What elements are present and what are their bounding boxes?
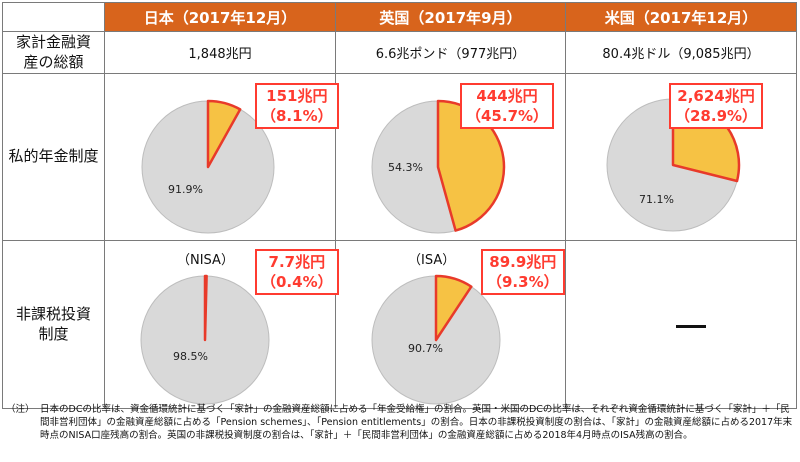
pie-chart-pension-us: 71.1% 2,624兆円 （28.9%） bbox=[566, 74, 796, 240]
pie-svg: 90.7% bbox=[371, 274, 501, 404]
header-us: 米国（2017年12月） bbox=[565, 2, 797, 32]
pie-chart-taxexempt-japan: 98.5% 7.7兆円 （0.4%） （NISA） bbox=[105, 241, 339, 408]
pie-remainder-label: 98.5% bbox=[173, 350, 208, 363]
callout-amount: 89.9兆円 bbox=[489, 252, 557, 271]
callout-amount: 7.7兆円 bbox=[268, 252, 326, 271]
pie-slice-highlight bbox=[434, 274, 473, 341]
pie-svg: 54.3% bbox=[371, 99, 506, 233]
row-label-private-pension: 私的年金制度 bbox=[2, 72, 105, 241]
pie-chart-pension-uk: 54.3% 444兆円 （45.7%） bbox=[336, 74, 565, 240]
scheme-label: （NISA） bbox=[177, 252, 234, 268]
pie-svg: 91.9% bbox=[141, 99, 275, 233]
pie-remainder-label: 71.1% bbox=[639, 193, 674, 206]
row-label-total-assets-text: 家計金融資産の総額 bbox=[15, 33, 91, 72]
header-uk: 英国（2017年9月） bbox=[335, 2, 566, 32]
scheme-label: （ISA） bbox=[408, 252, 456, 268]
footnote: （注） 日本のDCの比率は、資金循環統計に基づく「家計」の金融資産総額に占める「… bbox=[6, 403, 794, 442]
pie-callout: 444兆円 （45.7%） bbox=[460, 82, 555, 129]
row-label-tax-exempt: 非課税投資制度 bbox=[2, 239, 105, 409]
not-applicable-dash bbox=[676, 324, 706, 328]
header-japan: 日本（2017年12月） bbox=[104, 2, 336, 32]
pie-slice-highlight bbox=[206, 99, 242, 168]
callout-amount: 444兆円 bbox=[476, 86, 538, 105]
cell-pension-japan: 91.9% 151兆円 （8.1%） bbox=[104, 72, 339, 241]
pie-slice-highlight bbox=[203, 274, 208, 341]
corner-cell bbox=[2, 2, 105, 32]
callout-percent: （28.9%） bbox=[675, 106, 758, 125]
pie-chart-taxexempt-uk: 90.7% 89.9兆円 （9.3%） （ISA） bbox=[336, 241, 565, 408]
total-japan: 1,848兆円 bbox=[104, 31, 336, 74]
footnote-mark: （注） bbox=[6, 404, 35, 415]
pie-remainder-label: 90.7% bbox=[408, 342, 443, 355]
pie-chart-pension-japan: 91.9% 151兆円 （8.1%） bbox=[105, 74, 339, 240]
callout-percent: （9.3%） bbox=[487, 272, 559, 291]
pie-callout: 7.7兆円 （0.4%） bbox=[255, 248, 339, 295]
total-us: 80.4兆ドル（9,085兆円） bbox=[565, 31, 797, 74]
callout-amount: 151兆円 bbox=[266, 86, 328, 105]
callout-percent: （0.4%） bbox=[261, 272, 333, 291]
row-label-total-assets: 家計金融資産の総額 bbox=[2, 31, 105, 74]
pie-callout: 151兆円 （8.1%） bbox=[255, 82, 339, 129]
pie-callout: 2,624兆円 （28.9%） bbox=[669, 82, 764, 129]
comparison-table: 日本（2017年12月） 英国（2017年9月） 米国（2017年12月） 家計… bbox=[2, 2, 797, 409]
pie-svg: 98.5% bbox=[140, 274, 270, 404]
pie-remainder-label: 54.3% bbox=[388, 161, 423, 174]
callout-percent: （45.7%） bbox=[466, 106, 549, 125]
row-label-tax-exempt-text: 非課税投資制度 bbox=[15, 304, 91, 343]
cell-pension-uk: 54.3% 444兆円 （45.7%） bbox=[335, 72, 566, 241]
footnote-text: 日本のDCの比率は、資金循環統計に基づく「家計」の金融資産総額に占める「年金受給… bbox=[40, 404, 793, 441]
cell-taxexempt-japan: 98.5% 7.7兆円 （0.4%） （NISA） bbox=[104, 239, 339, 409]
callout-percent: （8.1%） bbox=[261, 106, 333, 125]
cell-taxexempt-us bbox=[565, 239, 797, 409]
cell-pension-us: 71.1% 2,624兆円 （28.9%） bbox=[565, 72, 797, 241]
callout-amount: 2,624兆円 bbox=[677, 86, 755, 105]
pie-callout: 89.9兆円 （9.3%） bbox=[481, 248, 565, 295]
cell-taxexempt-uk: 90.7% 89.9兆円 （9.3%） （ISA） bbox=[335, 239, 566, 409]
pie-remainder-label: 91.9% bbox=[168, 183, 203, 196]
total-uk: 6.6兆ポンド（977兆円） bbox=[335, 31, 566, 74]
